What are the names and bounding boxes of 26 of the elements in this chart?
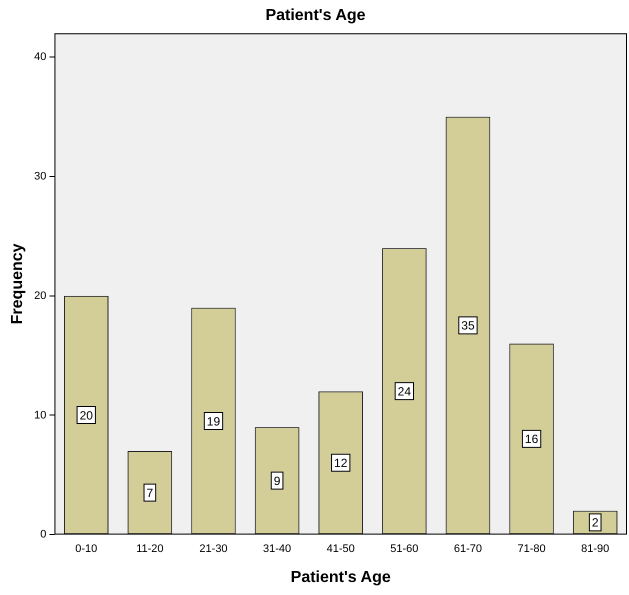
y-tick-label: 10 xyxy=(34,409,46,422)
y-tick-label: 30 xyxy=(34,170,46,182)
data-label: 35 xyxy=(461,318,475,333)
x-tick-label: 41-50 xyxy=(326,543,355,556)
x-axis-title: Patient's Age xyxy=(290,568,391,586)
y-tick-label: 0 xyxy=(40,528,46,541)
data-label: 2 xyxy=(592,516,599,530)
y-tick-label: 20 xyxy=(34,290,46,302)
y-tick-label: 40 xyxy=(34,51,46,64)
data-label: 9 xyxy=(274,474,281,488)
data-label: 20 xyxy=(80,408,94,422)
x-tick-label: 21-30 xyxy=(199,543,228,556)
chart-title: Patient's Age xyxy=(265,7,366,24)
x-tick-label: 11-20 xyxy=(136,543,164,556)
data-label: 12 xyxy=(334,456,348,470)
x-tick-label: 31-40 xyxy=(263,543,292,556)
x-tick-label: 81-90 xyxy=(581,543,610,556)
y-axis-title: Frequency xyxy=(9,243,26,324)
x-tick-label: 51-60 xyxy=(390,543,418,556)
x-tick-label: 71-80 xyxy=(518,543,546,556)
data-label: 16 xyxy=(524,432,539,446)
data-label: 19 xyxy=(206,414,220,428)
data-label: 7 xyxy=(146,486,154,500)
data-label: 24 xyxy=(398,384,412,398)
x-tick-label: 0-10 xyxy=(75,543,98,556)
x-tick-label: 61-70 xyxy=(454,543,482,556)
